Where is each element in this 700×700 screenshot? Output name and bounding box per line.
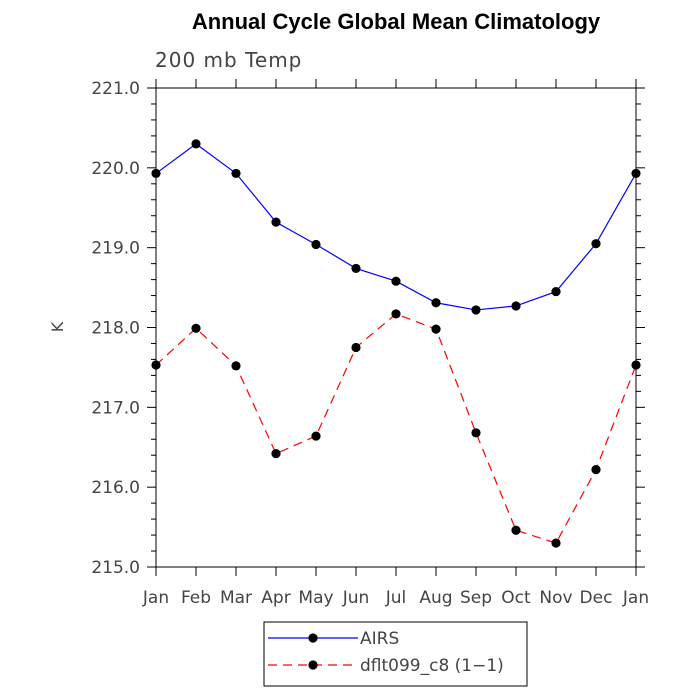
x-tick-label: Jan: [622, 588, 649, 608]
x-tick-label: Nov: [539, 588, 572, 608]
series-2-point: [311, 431, 321, 441]
series-1-point: [471, 305, 481, 315]
series-2-point: [431, 324, 441, 334]
y-tick-label: 215.0: [91, 558, 140, 578]
y-axis-label: K: [48, 321, 67, 332]
legend-label-2: dflt099_c8 (1−1): [360, 656, 504, 676]
y-tick-label: 221.0: [91, 79, 140, 99]
series-1-point: [311, 239, 321, 250]
series-1-point: [551, 286, 561, 297]
series-1-point: [511, 301, 521, 311]
series-2-point: [591, 465, 601, 475]
legend-box: [263, 621, 528, 687]
series-2-point: [471, 428, 481, 438]
series-line-2: [155, 313, 637, 544]
series-1-point: [191, 139, 201, 149]
series-1-point: [391, 276, 401, 286]
x-tick-label: Dec: [580, 588, 613, 608]
x-tick-label: Jun: [342, 588, 370, 608]
legend-marker-2: [308, 660, 318, 670]
series-2-point: [351, 342, 361, 353]
series-group: [151, 139, 641, 548]
x-tick-label: Mar: [220, 588, 252, 608]
series-1-point: [351, 263, 361, 274]
series-2-point: [551, 538, 561, 548]
chart-title: Annual Cycle Global Mean Climatology: [192, 9, 601, 34]
x-tick-label: Oct: [501, 588, 531, 608]
x-tick-label: Jul: [385, 588, 407, 608]
axes-group: 215.0 216.0 217.0 218.0 219.0 220.0 221.0 Jan Fe…: [91, 79, 649, 608]
y-tick-label: 220.0: [91, 159, 140, 179]
series-1-point: [591, 239, 601, 249]
y-tick-label: 218.0: [91, 319, 140, 339]
chart-subtitle: 200 mb Temp: [155, 48, 302, 72]
series-1-point: [231, 168, 241, 179]
x-tick-label: Aug: [419, 588, 452, 608]
series-2-point: [231, 361, 241, 371]
legend-label-1: AIRS: [360, 629, 399, 649]
x-tick-label: Sep: [460, 588, 492, 608]
plot-frame: [155, 87, 637, 568]
x-tick-label: May: [298, 588, 333, 608]
series-2-point: [511, 525, 521, 535]
x-tick-label: Jan: [142, 588, 169, 608]
legend-marker-1: [308, 633, 318, 643]
series-1-point: [271, 217, 281, 227]
legend: AIRS dflt099_c8 (1−1): [263, 621, 528, 687]
series-2-point: [391, 309, 401, 319]
y-tick-label: 219.0: [91, 239, 140, 259]
y-tick-label: 217.0: [91, 398, 140, 418]
x-tick-label: Feb: [181, 588, 211, 608]
x-tick-label: Apr: [261, 588, 290, 608]
series-2-point: [271, 449, 281, 459]
series-1-point: [431, 298, 441, 308]
y-tick-label: 216.0: [91, 478, 140, 498]
series-2-point: [191, 323, 201, 333]
